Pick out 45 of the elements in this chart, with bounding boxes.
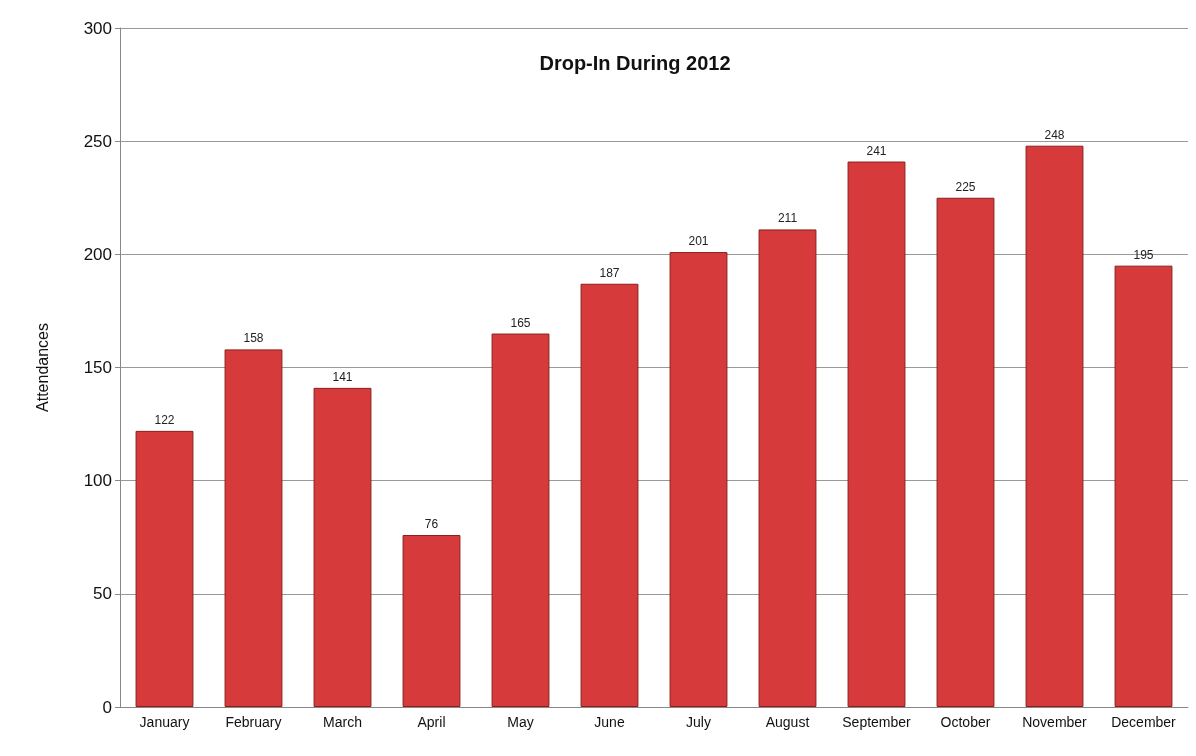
x-tick-label: November: [1022, 714, 1088, 730]
data-label: 225: [955, 179, 976, 194]
data-label: 211: [777, 211, 798, 226]
x-tick-label: October: [940, 714, 991, 730]
x-tick-label: June: [594, 714, 625, 730]
x-tick-label: March: [323, 714, 362, 730]
data-label: 141: [332, 369, 353, 384]
data-label: 241: [866, 143, 887, 158]
x-tick-label: May: [507, 714, 534, 730]
bar: [758, 229, 817, 707]
x-tick-label: January: [139, 714, 190, 730]
bar: [669, 252, 728, 707]
x-tick-label: August: [765, 714, 810, 730]
x-tick-label: September: [842, 714, 912, 730]
bar: [313, 387, 372, 707]
bar: [580, 283, 639, 707]
y-axis-title: Attendances: [33, 323, 51, 412]
data-label: 158: [243, 331, 264, 346]
bar: [936, 197, 995, 707]
bar: [1114, 265, 1173, 707]
bar: [224, 349, 283, 707]
text: Drop-In During 2012: [539, 52, 731, 74]
y-tick-label: 50: [93, 584, 112, 604]
bar: [402, 534, 461, 707]
bar: [135, 430, 194, 707]
y-tick-label: 300: [83, 18, 112, 38]
x-tick-label: December: [1111, 714, 1177, 730]
x-tick-label: February: [225, 714, 282, 730]
x-tick-label: April: [417, 714, 446, 730]
data-label: 122: [154, 412, 175, 427]
data-label: 76: [424, 516, 439, 531]
y-tick-label: 0: [102, 697, 112, 717]
y-tick-label: 150: [83, 358, 112, 377]
data-label: 201: [688, 234, 709, 249]
bar: [1025, 145, 1084, 707]
bar: [847, 161, 906, 707]
data-label: 187: [599, 265, 620, 280]
bar: [491, 333, 550, 707]
data-label: 165: [510, 315, 531, 330]
y-tick-label: 100: [83, 471, 112, 491]
data-label: 248: [1044, 127, 1065, 142]
y-tick-label: 250: [83, 131, 112, 151]
y-tick-label: 200: [83, 244, 112, 264]
data-label: 195: [1133, 247, 1154, 262]
x-tick-label: July: [686, 714, 711, 730]
